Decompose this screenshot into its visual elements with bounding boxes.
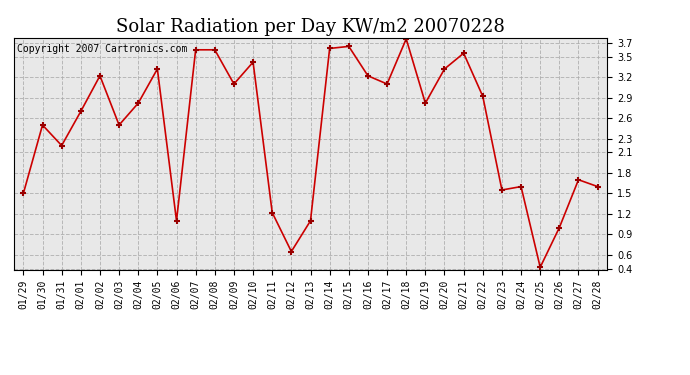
Title: Solar Radiation per Day KW/m2 20070228: Solar Radiation per Day KW/m2 20070228 xyxy=(116,18,505,36)
Text: Copyright 2007 Cartronics.com: Copyright 2007 Cartronics.com xyxy=(17,45,187,54)
